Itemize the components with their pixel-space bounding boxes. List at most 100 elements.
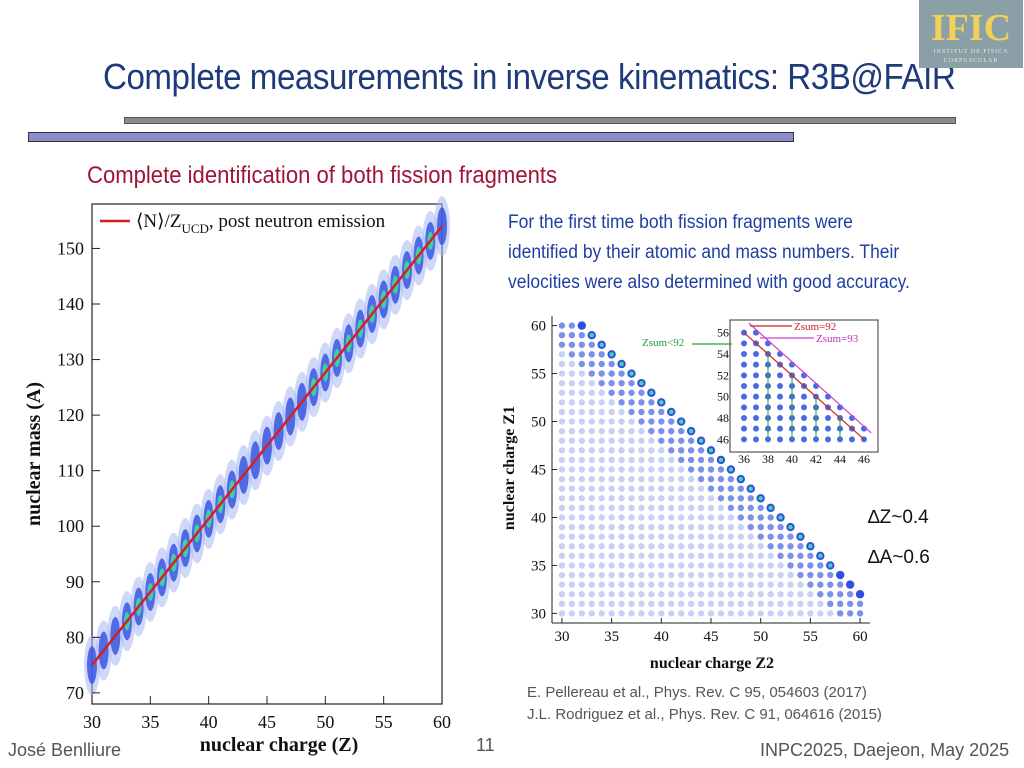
charge-cloud [598, 408, 605, 416]
charge-cloud [658, 495, 665, 502]
charge-cloud [846, 610, 854, 617]
charge-cloud [598, 447, 605, 454]
charge-cloud [588, 504, 595, 512]
charge-cloud [628, 399, 635, 406]
charge-cloud [588, 389, 595, 396]
charge-cloud [578, 370, 586, 377]
charge-cloud [598, 562, 605, 569]
charge-cloud [827, 591, 834, 598]
charge-cloud [677, 514, 685, 521]
y-tick-label: 70 [66, 683, 84, 703]
charge-cloud [628, 552, 635, 560]
charge-cloud [668, 533, 675, 540]
charge-cloud [767, 523, 774, 531]
charge-cloud [618, 485, 625, 492]
inset-cloud [753, 415, 759, 421]
charge-cloud [668, 447, 675, 454]
charge-cloud [558, 495, 566, 502]
charge-cloud [707, 581, 715, 588]
charge-cloud [648, 447, 655, 454]
charge-cloud [568, 466, 576, 473]
charge-cloud [598, 475, 605, 483]
charge-cloud [856, 610, 864, 617]
y-tick-label: 100 [57, 516, 84, 536]
charge-cloud [618, 610, 625, 617]
charge-cloud [687, 600, 695, 608]
charge-cloud [638, 562, 645, 569]
charge-cloud [747, 600, 754, 608]
right-data-clouds [558, 321, 865, 617]
charge-cloud [598, 351, 605, 358]
charge-cloud [608, 427, 615, 435]
charge-cloud [677, 610, 685, 617]
charge-cloud [558, 341, 566, 348]
charge-cloud [598, 533, 605, 540]
charge-cloud [578, 485, 586, 492]
charge-cloud [618, 581, 625, 588]
charge-cloud [797, 552, 804, 560]
charge-cloud [747, 562, 754, 569]
charge-cloud [588, 341, 595, 348]
charge-cloud [668, 610, 675, 617]
charge-cloud [568, 379, 576, 387]
charge-cloud [658, 475, 665, 483]
charge-cloud [687, 456, 695, 464]
charge-cloud [608, 600, 615, 608]
charge-peak [678, 419, 684, 424]
charge-peak [708, 448, 714, 453]
charge-cloud [558, 379, 566, 387]
charge-cloud [588, 552, 595, 560]
charge-cloud [777, 533, 784, 540]
charge-cloud [687, 485, 695, 492]
charge-cloud [787, 543, 794, 550]
charge-cloud [598, 370, 605, 377]
charge-cloud [767, 552, 774, 560]
charge-cloud [677, 533, 685, 540]
charge-cloud [628, 600, 635, 608]
charge-cloud [717, 504, 725, 512]
charge-cloud [677, 456, 685, 464]
charge-cloud [558, 571, 566, 579]
charge-cloud [568, 610, 576, 617]
charge-cloud [677, 475, 685, 483]
charge-cloud [668, 591, 675, 598]
charge-cloud [797, 571, 804, 579]
charge-cloud [558, 523, 566, 531]
charge-cloud [648, 600, 655, 608]
charge-cloud [558, 475, 566, 483]
charge-cloud [558, 399, 566, 406]
left-x-axis-label: nuclear charge (Z) [200, 734, 359, 756]
charge-cloud [697, 610, 705, 617]
charge-cloud [687, 571, 695, 579]
charge-cloud [608, 514, 615, 521]
charge-cloud [568, 370, 576, 377]
charge-cloud [747, 610, 754, 617]
charge-cloud [568, 322, 576, 329]
inset-cloud [741, 415, 747, 421]
charge-cloud [697, 571, 705, 579]
charge-cloud [618, 379, 625, 387]
charge-cloud [668, 581, 675, 588]
charge-cloud [618, 418, 625, 425]
x-tick-label: 60 [433, 712, 451, 732]
charge-cloud [697, 466, 705, 473]
inset-cloud [753, 351, 759, 357]
charge-cloud [737, 514, 745, 521]
charge-cloud [757, 552, 764, 560]
charge-cloud [638, 523, 645, 531]
charge-cloud [737, 523, 745, 531]
inset-cloud [753, 404, 759, 411]
charge-cloud [787, 533, 794, 540]
charge-cloud [687, 610, 695, 617]
x-tick-label: 30 [83, 712, 101, 732]
charge-cloud [628, 389, 635, 396]
charge-cloud [797, 600, 804, 608]
y-tick-label: 50 [531, 415, 546, 431]
charge-cloud [817, 600, 824, 608]
charge-cloud [707, 610, 715, 617]
charge-cloud [588, 485, 595, 492]
y-tick-label: 60 [531, 319, 546, 335]
charge-cloud [668, 504, 675, 512]
charge-cloud [687, 437, 695, 444]
charge-cloud [836, 581, 844, 588]
